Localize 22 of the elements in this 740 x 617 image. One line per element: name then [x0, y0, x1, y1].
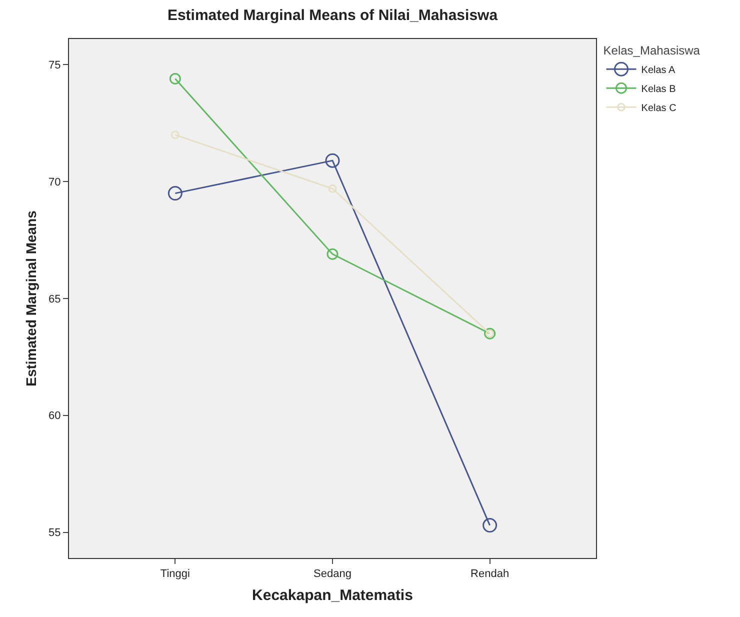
y-axis-title: Estimated Marginal Means — [23, 210, 40, 386]
legend-label: Kelas B — [641, 84, 676, 95]
point — [169, 72, 181, 84]
legend-title: Kelas_Mahasiswa — [603, 44, 700, 58]
y-tick-label: 75 — [48, 60, 61, 72]
y-tick-label: 55 — [48, 527, 61, 540]
y-tick-label: 70 — [48, 176, 61, 188]
chart-title: Estimated Marginal Means of Nilai_Mahasiswa — [167, 6, 498, 24]
point — [168, 186, 182, 201]
y-tick-label: 60 — [48, 410, 61, 422]
x-tick-label: Rendah — [470, 568, 510, 580]
legend-label: Kelas C — [641, 103, 676, 114]
point — [482, 518, 498, 533]
x-tick-label: Sedang — [314, 568, 352, 580]
point — [328, 184, 337, 193]
legend-label: Kelas A — [641, 65, 676, 76]
x-tick-label: Tinggi — [160, 568, 190, 580]
point — [326, 248, 338, 260]
point — [325, 153, 340, 168]
point — [170, 130, 180, 140]
y-tick-label: 65 — [48, 293, 61, 306]
x-axis-title: Kecakapan_Matematis — [252, 587, 413, 604]
